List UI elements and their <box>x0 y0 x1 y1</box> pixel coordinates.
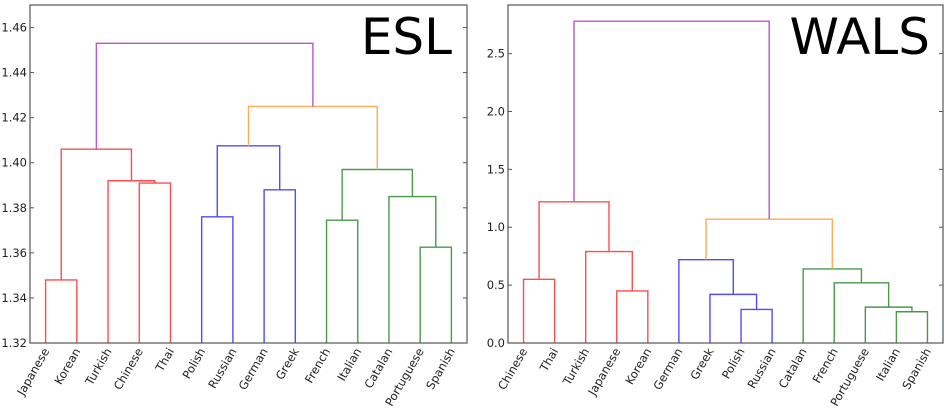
link-m4 <box>200 216 234 343</box>
y-tick-label: 2.0 <box>487 104 505 118</box>
plot-frame <box>507 4 944 344</box>
leaf-label: Thai <box>152 346 177 375</box>
link-m6 <box>216 145 281 217</box>
y-tick-label: 1.34 <box>1 291 27 305</box>
leaf-label: Polish <box>180 346 209 382</box>
link-m7 <box>895 311 929 343</box>
y-tick-label: 0.5 <box>487 278 505 292</box>
leaf-label: Korean <box>51 346 83 388</box>
link-m12 <box>573 20 770 220</box>
link-m0 <box>522 278 556 343</box>
link-m3 <box>60 148 133 280</box>
y-tick-label: 1.42 <box>1 111 27 125</box>
leaf-label: Chinese <box>111 346 146 393</box>
leaf-label: French <box>302 346 333 386</box>
link-m11 <box>705 218 834 269</box>
leaf-label: Turkish <box>559 346 592 389</box>
y-tick-label: 1.40 <box>1 156 27 170</box>
leaf-label: Spanish <box>899 346 934 392</box>
chart-title: WALS <box>789 8 930 66</box>
link-m1 <box>138 182 172 343</box>
link-m5 <box>709 293 758 343</box>
link-m1 <box>616 290 649 343</box>
leaf-label: Italian <box>873 346 903 384</box>
link-m2 <box>584 250 633 343</box>
link-m7 <box>325 219 359 343</box>
link-m6 <box>678 258 734 343</box>
y-tick-label: 1.38 <box>1 201 27 215</box>
y-tick-label: 2.5 <box>487 47 505 61</box>
link-m9 <box>833 282 890 343</box>
link-m10 <box>802 268 863 343</box>
leaf-label: Turkish <box>82 346 115 389</box>
link-m12 <box>95 42 314 150</box>
y-tick-label: 1.5 <box>487 162 505 176</box>
leaf-label: Greek <box>687 345 716 382</box>
plot-frame <box>29 4 468 344</box>
link-m9 <box>388 195 437 343</box>
leaf-label: Chinese <box>495 346 530 393</box>
link-m2 <box>107 180 156 343</box>
y-tick-label: 1.44 <box>1 66 27 80</box>
link-m8 <box>864 306 913 343</box>
link-m11 <box>247 105 378 170</box>
link-m4 <box>740 308 773 343</box>
y-tick-label: 1.0 <box>487 220 505 234</box>
link-m8 <box>419 246 453 343</box>
leaf-label: Japanese <box>13 346 52 399</box>
leaf-label: German <box>650 346 685 393</box>
leaf-label: Catalan <box>361 346 395 391</box>
leaf-label: French <box>810 346 841 386</box>
leaf-label: Russian <box>205 346 239 391</box>
leaf-label: Korean <box>622 346 654 388</box>
y-tick-label: 1.46 <box>1 21 27 35</box>
leaf-label: Italian <box>334 346 364 384</box>
link-m0 <box>44 279 78 343</box>
leaf-label: Spanish <box>423 346 458 392</box>
leaf-label: Russian <box>744 346 778 391</box>
leaf-label: Catalan <box>776 346 810 391</box>
dendrogram-esl: 1.32 1.34 1.36 1.38 1.40 1.42 1.44 1.46 Japanese… <box>1 4 468 409</box>
leaf-label: German <box>236 346 271 393</box>
chart-title: ESL <box>361 8 452 66</box>
link-m3 <box>538 201 610 280</box>
leaf-label: Greek <box>273 345 302 382</box>
link-m5 <box>263 189 297 343</box>
y-tick-label: 0.0 <box>487 336 505 350</box>
y-tick-label: 1.36 <box>1 246 27 260</box>
y-tick-label: 1.32 <box>1 336 27 350</box>
link-m10 <box>341 168 414 221</box>
leaf-label: Thai <box>536 346 561 375</box>
leaf-label: Polish <box>719 346 748 382</box>
